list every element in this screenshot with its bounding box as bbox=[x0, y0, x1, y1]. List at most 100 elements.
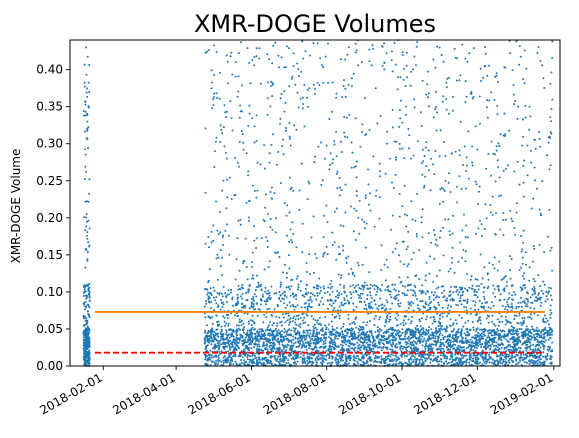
data-point bbox=[387, 328, 390, 331]
data-point bbox=[436, 356, 439, 358]
data-point bbox=[520, 250, 523, 253]
data-point bbox=[87, 241, 90, 244]
data-point bbox=[452, 323, 455, 326]
data-point bbox=[395, 319, 398, 321]
data-point bbox=[86, 347, 89, 350]
data-point bbox=[378, 318, 381, 321]
data-point bbox=[411, 360, 414, 363]
data-point bbox=[311, 362, 314, 364]
data-point bbox=[352, 291, 355, 294]
data-point bbox=[338, 294, 340, 297]
data-point bbox=[324, 324, 326, 327]
data-point bbox=[242, 348, 245, 351]
data-point bbox=[253, 293, 256, 296]
data-point bbox=[361, 218, 364, 221]
data-point bbox=[221, 292, 223, 295]
data-point bbox=[84, 315, 87, 318]
data-point bbox=[528, 279, 531, 282]
data-point bbox=[213, 309, 216, 312]
data-point bbox=[287, 359, 290, 362]
data-point bbox=[420, 221, 423, 224]
data-point bbox=[315, 346, 318, 349]
data-point bbox=[268, 307, 271, 310]
data-point bbox=[483, 266, 486, 269]
data-point bbox=[380, 307, 383, 310]
data-point bbox=[244, 336, 247, 339]
data-point bbox=[446, 362, 449, 365]
data-point bbox=[510, 325, 513, 328]
data-point bbox=[351, 273, 354, 276]
data-point bbox=[348, 341, 351, 344]
data-point bbox=[539, 304, 542, 307]
data-point bbox=[299, 280, 302, 283]
data-point bbox=[510, 329, 513, 331]
data-point bbox=[538, 361, 541, 364]
data-point bbox=[521, 248, 524, 251]
data-point bbox=[296, 360, 299, 363]
data-point bbox=[520, 328, 523, 330]
data-point bbox=[493, 98, 496, 101]
data-point bbox=[343, 131, 346, 134]
data-point bbox=[312, 347, 315, 350]
data-point bbox=[338, 177, 341, 179]
data-point bbox=[354, 317, 357, 320]
data-point bbox=[449, 267, 452, 270]
data-point bbox=[432, 358, 435, 361]
data-point bbox=[405, 225, 408, 228]
data-point bbox=[302, 57, 305, 60]
data-point bbox=[314, 359, 317, 362]
data-point bbox=[407, 307, 410, 310]
data-point bbox=[314, 319, 317, 322]
data-point bbox=[443, 350, 446, 353]
data-point bbox=[521, 333, 524, 336]
data-point bbox=[338, 354, 341, 357]
data-point bbox=[341, 96, 344, 99]
data-point bbox=[383, 263, 386, 266]
data-point bbox=[472, 336, 474, 339]
data-point bbox=[85, 73, 88, 76]
data-point bbox=[220, 325, 223, 328]
data-point bbox=[394, 63, 397, 66]
data-point bbox=[378, 330, 381, 333]
data-point bbox=[230, 342, 233, 345]
data-point bbox=[275, 334, 278, 337]
data-point bbox=[510, 357, 513, 360]
data-point bbox=[548, 326, 551, 329]
data-point bbox=[211, 323, 214, 325]
data-point bbox=[306, 329, 309, 332]
data-point bbox=[417, 340, 419, 343]
data-point bbox=[409, 343, 412, 346]
data-point bbox=[286, 319, 289, 322]
data-point bbox=[86, 320, 89, 323]
data-point bbox=[224, 229, 227, 232]
data-point bbox=[483, 345, 485, 348]
data-point bbox=[479, 219, 481, 222]
data-point bbox=[511, 305, 514, 308]
y-axis-label: XMR-DOGE Volume bbox=[9, 149, 23, 264]
data-point bbox=[243, 305, 245, 308]
data-point bbox=[359, 349, 362, 352]
data-point bbox=[487, 353, 490, 356]
data-point bbox=[299, 356, 302, 359]
data-point bbox=[247, 336, 250, 339]
data-point bbox=[257, 308, 260, 311]
data-point bbox=[393, 288, 396, 291]
data-point bbox=[254, 289, 257, 291]
data-point bbox=[321, 359, 324, 362]
data-point bbox=[283, 294, 286, 297]
data-point bbox=[550, 331, 553, 334]
data-point bbox=[289, 363, 292, 366]
data-point bbox=[531, 293, 534, 296]
data-point bbox=[391, 251, 394, 254]
data-point bbox=[314, 342, 317, 345]
data-point bbox=[352, 72, 355, 75]
data-point bbox=[461, 229, 464, 232]
data-point bbox=[415, 64, 418, 67]
data-point bbox=[310, 363, 313, 366]
data-point bbox=[397, 329, 400, 332]
data-point bbox=[447, 218, 450, 221]
data-point bbox=[85, 343, 88, 345]
data-point bbox=[487, 278, 490, 281]
data-point bbox=[336, 170, 339, 173]
data-point bbox=[366, 331, 369, 333]
